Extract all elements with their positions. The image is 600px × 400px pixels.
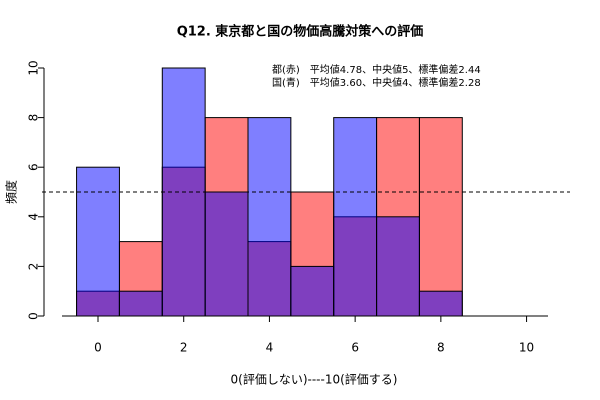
y-tick-label: 0 [27,312,41,320]
bar [333,117,378,317]
y-tick-label: 10 [27,60,41,75]
bar [290,265,335,317]
x-tick-label: 8 [437,341,445,355]
y-tick-label: 8 [27,114,41,122]
bar [418,290,463,317]
chart-title: Q12. 東京都と国の物価高騰対策への評価 [177,24,424,40]
bar [376,216,420,317]
x-tick-label: 2 [180,341,188,355]
bar [204,191,249,317]
bar [76,166,120,317]
x-tick-label: 6 [351,341,359,355]
y-axis-label: 頻度 [4,180,19,204]
x-tick-label: 4 [266,341,274,355]
y-tick-label: 4 [27,213,41,221]
x-axis-label: 0(評価しない)----10(評価する) [231,372,398,387]
annotation: 国(青) 平均値3.60、中央値4、標準偏差2.28 [272,76,481,89]
annotation: 都(赤) 平均値4.78、中央値5、標準偏差2.44 [272,63,481,76]
bar [247,117,292,317]
bar [418,117,463,317]
x-tick-label: 0 [94,341,102,355]
y-tick-label: 2 [27,263,41,271]
y-tick-label: 6 [27,163,41,171]
bar [118,290,163,317]
x-tick-label: 10 [519,341,534,355]
